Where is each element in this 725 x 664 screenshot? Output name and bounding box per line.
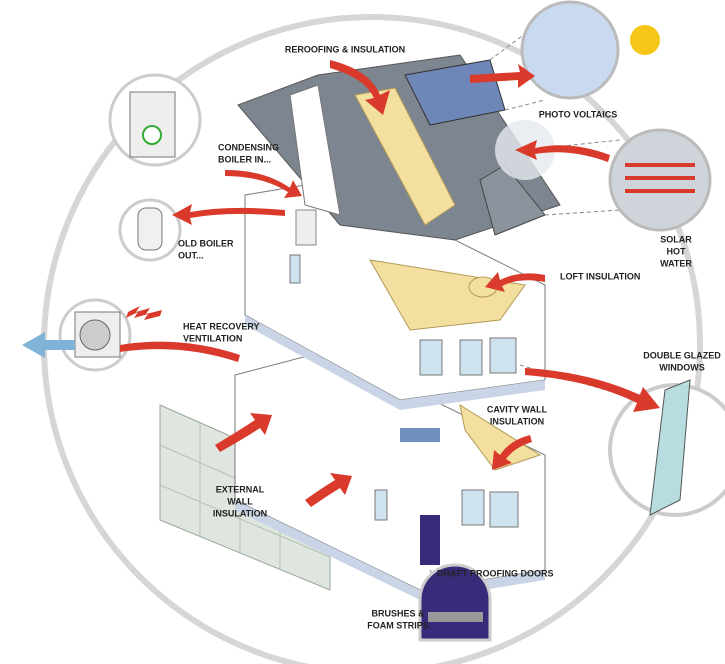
- door: [420, 515, 440, 565]
- label: SOLAR: [660, 234, 692, 244]
- tick: [143, 126, 161, 144]
- label: FOAM STRIPS: [367, 620, 429, 630]
- fan: [80, 320, 110, 350]
- diagram: REROOFING & INSULATION PHOTO VOLTAICS CO…: [0, 0, 725, 664]
- label: DRAFT PROOFING DOORS: [437, 568, 554, 578]
- brush-strip: [428, 612, 483, 622]
- new-boiler: [130, 92, 175, 157]
- label: WINDOWS: [659, 362, 705, 372]
- window: [490, 338, 516, 373]
- label: BRUSHES &: [371, 608, 425, 618]
- label: INSULATION: [490, 416, 544, 426]
- pv-inset: [522, 2, 618, 98]
- window: [420, 340, 442, 375]
- label: CAVITY WALL: [487, 404, 548, 414]
- label: CONDENSING: [218, 142, 279, 152]
- window: [290, 255, 300, 283]
- picture: [400, 428, 440, 442]
- label: HOT: [667, 246, 687, 256]
- label: PHOTO VOLTAICS: [539, 109, 618, 119]
- window: [375, 490, 387, 520]
- label: INSULATION: [213, 508, 267, 518]
- label: EXTERNAL: [216, 484, 265, 494]
- window: [490, 492, 518, 527]
- label: OUT...: [178, 250, 204, 260]
- sun: [630, 25, 660, 55]
- label: WALL: [227, 496, 253, 506]
- window: [462, 490, 484, 525]
- label: OLD BOILER: [178, 238, 234, 248]
- window: [460, 340, 482, 375]
- label: HEAT RECOVERY: [183, 321, 260, 331]
- boiler: [296, 210, 316, 245]
- old-boiler: [138, 208, 162, 250]
- label: WATER: [660, 258, 692, 268]
- label: VENTILATION: [183, 333, 242, 343]
- label: REROOFING & INSULATION: [285, 44, 405, 54]
- label: BOILER IN...: [218, 154, 271, 164]
- label: DOUBLE GLAZED: [643, 350, 721, 360]
- label: LOFT INSULATION: [560, 271, 640, 281]
